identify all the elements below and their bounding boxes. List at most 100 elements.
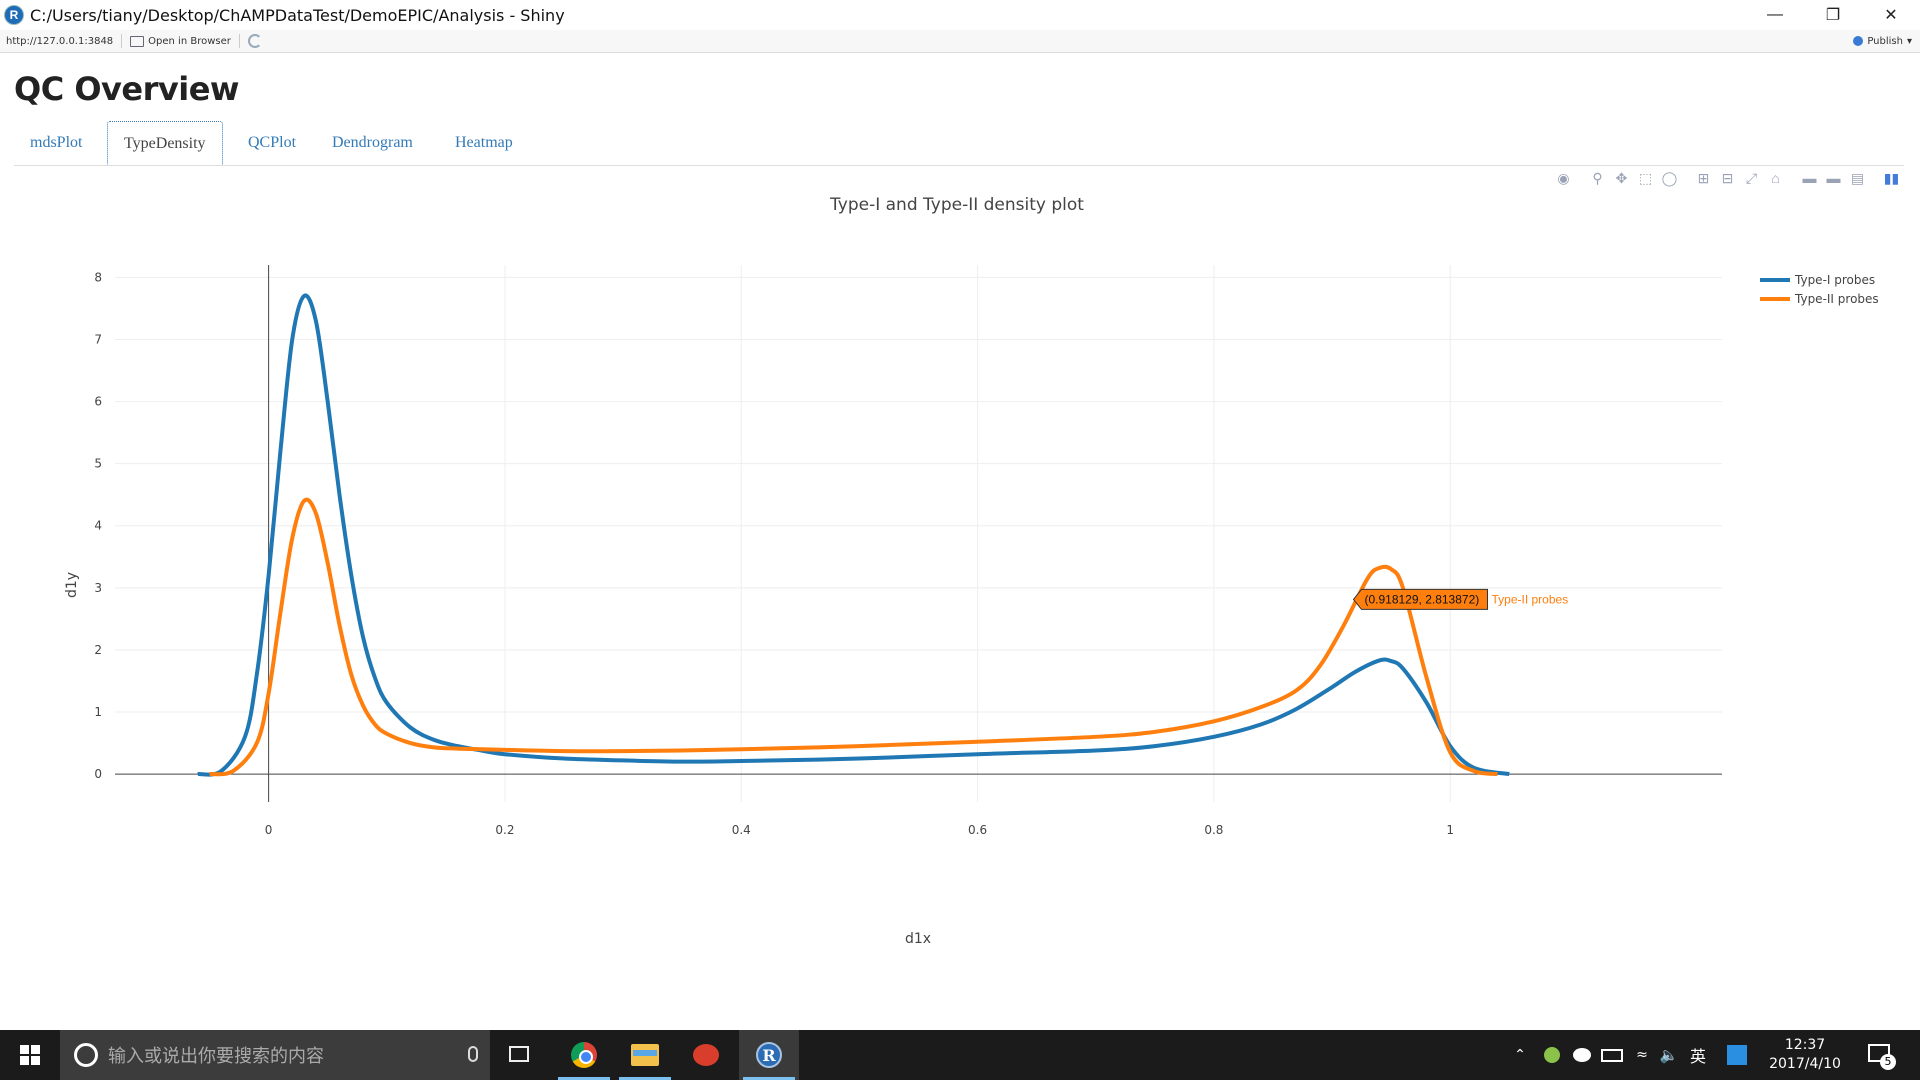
lasso-icon[interactable]: ◯ — [1661, 169, 1678, 186]
hover-series-name: Type-II probes — [1491, 592, 1568, 606]
restore-icon[interactable]: ❐ — [1825, 7, 1841, 24]
close-icon[interactable]: ✕ — [1884, 7, 1898, 24]
hover-label-box — [1352, 588, 1488, 610]
taskbar-r-app[interactable]: R — [739, 1030, 799, 1080]
r-app-icon: R — [756, 1042, 782, 1068]
y-tick-label: 4 — [94, 519, 102, 533]
camera-icon[interactable]: ◉ — [1557, 169, 1570, 186]
chart-grid — [115, 265, 1722, 802]
pan-icon[interactable]: ✥ — [1615, 169, 1628, 186]
chrome-icon — [571, 1042, 597, 1068]
battery-icon[interactable] — [1600, 1030, 1624, 1080]
y-tick-label: 7 — [94, 332, 102, 346]
search-placeholder: 输入或说出你要搜索的内容 — [108, 1046, 324, 1067]
taskbar-file-explorer[interactable] — [615, 1030, 675, 1080]
chart-legend[interactable]: Type-I probes Type-II probes — [1760, 273, 1879, 306]
y-axis-label: d1y — [64, 572, 80, 598]
x-tick-label: 0.4 — [732, 823, 751, 837]
zoom-out-icon[interactable]: ⊟ — [1721, 169, 1734, 186]
series-line-type-ii — [209, 497, 1498, 777]
r-logo-icon: R — [4, 5, 24, 25]
microphone-icon[interactable] — [468, 1046, 478, 1062]
x-tick-label: 1 — [1446, 823, 1454, 837]
wifi-icon[interactable]: ≈ — [1636, 1047, 1648, 1063]
y-tick-label: 5 — [94, 457, 102, 471]
clock-date: 2017/4/10 — [1769, 1056, 1841, 1072]
start-button[interactable] — [0, 1030, 60, 1080]
y-tick-label: 6 — [94, 395, 102, 409]
chart-lines — [197, 293, 1510, 777]
y-tick-label: 0 — [94, 767, 102, 781]
system-clock[interactable]: 12:37 2017/4/10 — [1750, 1036, 1860, 1074]
density-chart[interactable]: Type-I and Type-II density plot 0 0.2 0.4 0… — [0, 180, 1920, 980]
tab-dendrogram[interactable]: Dendrogram — [332, 134, 413, 151]
x-tick-label: 0 — [265, 823, 273, 837]
spike-lines-icon[interactable]: ▬ — [1802, 170, 1817, 186]
x-axis-label: d1x — [905, 931, 931, 947]
cortana-icon — [74, 1043, 98, 1067]
y-tick-label: 8 — [94, 270, 102, 284]
publish-icon — [1853, 36, 1864, 46]
series-line-type-i — [197, 293, 1510, 777]
tab-mdsplot[interactable]: mdsPlot — [30, 134, 83, 151]
plotly-logo-icon[interactable]: ▮▮ — [1883, 169, 1900, 186]
hover-tooltip: (0.918129, 2.813872) Type-II probes — [1352, 588, 1568, 610]
hover-label-text: (0.918129, 2.813872) — [1364, 592, 1479, 606]
chevron-down-icon: ▾ — [1906, 35, 1912, 47]
tab-bar: mdsPlot TypeDensity QCPlot Dendrogram He… — [14, 121, 1904, 166]
file-explorer-icon — [631, 1044, 659, 1066]
window-title-bar: R C:/Users/tiany/Desktop/ChAMPDataTest/D… — [0, 0, 1920, 30]
wechat-icon[interactable] — [1570, 1030, 1594, 1080]
publish-button[interactable]: Publish ▾ — [1853, 36, 1912, 47]
notification-count-badge: 5 — [1880, 1054, 1896, 1070]
window-controls: — ❐ ✕ — [1746, 0, 1920, 30]
taskbar-chrome[interactable] — [554, 1030, 614, 1080]
windows-logo-icon — [20, 1045, 40, 1065]
x-tick-label: 0.2 — [495, 823, 514, 837]
tab-typedensity[interactable]: TypeDensity — [107, 121, 223, 165]
zoom-icon[interactable]: ⚲ — [1592, 169, 1603, 186]
x-tick-label: 0.6 — [968, 823, 987, 837]
action-center-icon[interactable] — [1868, 1044, 1890, 1062]
clock-time: 12:37 — [1784, 1037, 1826, 1053]
y-tick-label: 2 — [94, 643, 102, 657]
baidu-input-icon[interactable] — [1725, 1030, 1749, 1080]
autoscale-icon[interactable]: ⤢ — [1745, 169, 1758, 186]
task-view-icon[interactable] — [509, 1046, 529, 1062]
taskbar-search-box[interactable]: 输入或说出你要搜索的内容 — [60, 1030, 490, 1080]
box-select-icon[interactable]: ⬚ — [1638, 169, 1653, 186]
chart-title: Type-I and Type-II density plot — [829, 195, 1084, 215]
tab-qcplot[interactable]: QCPlot — [248, 134, 297, 151]
browser-window-icon — [130, 35, 145, 47]
snail-app-icon — [693, 1044, 719, 1066]
legend-label-type-ii: Type-II probes — [1794, 292, 1879, 306]
window-title: C:/Users/tiany/Desktop/ChAMPDataTest/Dem… — [30, 5, 565, 25]
x-tick-label: 0.8 — [1204, 823, 1223, 837]
y-tick-label: 1 — [94, 705, 102, 719]
volume-icon[interactable]: 🔈 — [1659, 1046, 1679, 1064]
tab-heatmap[interactable]: Heatmap — [455, 134, 513, 151]
open-in-browser-label: Open in Browser — [148, 35, 231, 47]
minimize-icon[interactable]: — — [1767, 6, 1783, 23]
toolbar-divider — [121, 34, 123, 48]
hover-closest-icon[interactable]: ▬ — [1826, 170, 1841, 186]
taskbar-snail-app[interactable] — [676, 1030, 736, 1080]
toolbar-divider — [238, 34, 240, 48]
legend-label-type-i: Type-I probes — [1794, 273, 1875, 287]
zoom-in-icon[interactable]: ⊞ — [1697, 169, 1710, 186]
y-tick-label: 3 — [94, 581, 102, 595]
viewer-toolbar: http://127.0.0.1:3848 Open in Browser Pu… — [0, 30, 1920, 53]
page-title: QC Overview — [14, 70, 239, 108]
chart-axes: 0 0.2 0.4 0.6 0.8 1 0 1 2 3 4 5 6 7 8 — [94, 265, 1722, 837]
hover-compare-icon[interactable]: ▤ — [1850, 169, 1865, 186]
url-text[interactable]: http://127.0.0.1:3848 — [6, 35, 114, 47]
tray-app-icon[interactable] — [1540, 1030, 1564, 1080]
input-language-indicator[interactable]: 英 — [1689, 1047, 1706, 1066]
plot-modebar: ◉ ⚲ ✥ ⬚ ◯ ⊞ ⊟ ⤢ ⌂ ▬ ▬ ▤ ▮▮ — [1555, 168, 1900, 188]
reset-axes-icon[interactable]: ⌂ — [1771, 170, 1780, 186]
publish-label: Publish — [1867, 35, 1903, 47]
chevron-up-icon[interactable]: ⌃ — [1514, 1047, 1526, 1063]
taskbar: 输入或说出你要搜索的内容 R ⌃ ≈ 🔈 英 12:37 2017/4/10 5 — [0, 1030, 1920, 1080]
open-in-browser-button[interactable]: Open in Browser — [130, 35, 231, 47]
refresh-icon[interactable] — [247, 34, 262, 48]
